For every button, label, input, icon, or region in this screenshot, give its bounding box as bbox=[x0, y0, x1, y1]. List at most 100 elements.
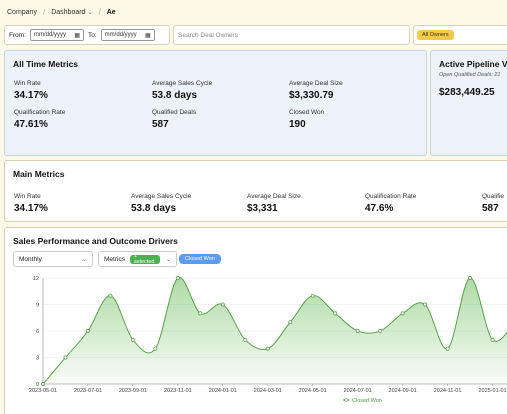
data-point[interactable] bbox=[355, 329, 360, 333]
main-metric-win-rate: Win Rate 34.17% bbox=[14, 193, 48, 214]
data-point[interactable] bbox=[490, 337, 495, 342]
from-date-input[interactable]: mm/dd/yyyy ▦ bbox=[29, 29, 84, 41]
main-metrics-title: Main Metrics bbox=[13, 169, 65, 179]
y-tick-label: 9 bbox=[36, 303, 39, 309]
breadcrumb: Company / Dashboard ⌄ / Ae bbox=[7, 6, 116, 18]
active-metric-chip[interactable]: Closed Won bbox=[179, 254, 221, 264]
data-point[interactable] bbox=[468, 276, 472, 280]
data-point[interactable] bbox=[445, 346, 450, 351]
x-tick-label: 2024-11-01 bbox=[434, 388, 462, 394]
closed-won-area bbox=[43, 277, 507, 384]
all-owners-badge[interactable]: All Owners bbox=[417, 30, 454, 40]
closed-won-line bbox=[42, 277, 507, 385]
metric-average-sales-cycle: Average Sales Cycle 53.8 days bbox=[152, 80, 212, 101]
breadcrumb-separator: / bbox=[42, 7, 46, 17]
metric-value: 587 bbox=[152, 119, 169, 130]
from-date-placeholder: mm/dd/yyyy bbox=[33, 32, 66, 38]
data-point[interactable] bbox=[310, 293, 315, 298]
metric-label: Average Deal Size bbox=[247, 193, 301, 200]
active-pipeline-card: Active Pipeline Val Open Qualified Deals… bbox=[430, 50, 507, 156]
metric-closed-won: Closed Won 190 bbox=[289, 109, 324, 130]
calendar-icon[interactable]: ▦ bbox=[144, 32, 151, 39]
metric-value: 34.17% bbox=[14, 203, 48, 214]
metric-value: 47.61% bbox=[14, 119, 48, 130]
data-point[interactable] bbox=[333, 311, 338, 316]
main-metrics-card: Main Metrics Win Rate 34.17% Average Sal… bbox=[4, 160, 507, 222]
metric-label: Average Sales Cycle bbox=[131, 193, 192, 200]
data-point[interactable] bbox=[423, 302, 428, 307]
active-pipeline-title: Active Pipeline Val bbox=[439, 59, 507, 69]
metric-qualification-rate: Qualification Rate 47.61% bbox=[14, 109, 65, 130]
metric-qualified-deals: Qualified Deals 587 bbox=[152, 109, 196, 130]
all-time-metrics-title: All Time Metrics bbox=[13, 59, 79, 69]
period-select[interactable]: Monthly ⌄ bbox=[13, 251, 93, 267]
search-deal-owners-input[interactable]: Search Deal Owners bbox=[173, 25, 410, 45]
metric-label: Qualification Rate bbox=[14, 109, 66, 116]
x-tick-label: 2024-05-01 bbox=[299, 388, 327, 394]
chevron-down-icon: ⌄ bbox=[81, 256, 87, 263]
x-tick-label: 2023-05-01 bbox=[29, 388, 57, 394]
chevron-down-icon: ⌄ bbox=[165, 256, 171, 263]
x-tick-label: 2024-09-01 bbox=[389, 388, 417, 394]
y-tick-label: 0 bbox=[36, 382, 39, 388]
metric-label: Qualification Rate bbox=[365, 193, 417, 200]
metric-value: 53.8 days bbox=[152, 90, 198, 101]
metric-label: Average Deal Size bbox=[289, 80, 343, 87]
data-point[interactable] bbox=[130, 337, 135, 342]
data-point[interactable] bbox=[175, 276, 180, 280]
active-pipeline-value: $283,449.25 bbox=[439, 87, 495, 98]
legend-label[interactable]: Closed Won bbox=[352, 398, 382, 404]
date-range-filter: From: mm/dd/yyyy ▦ To: mm/dd/yyyy ▦ bbox=[4, 25, 170, 45]
x-tick-label: 2024-07-01 bbox=[344, 388, 372, 394]
metric-value: 53.8 days bbox=[131, 203, 177, 214]
search-placeholder: Search Deal Owners bbox=[178, 31, 238, 39]
all-time-metrics-card: All Time Metrics Win Rate 34.17% Average… bbox=[4, 50, 427, 156]
metric-win-rate: Win Rate 34.17% bbox=[14, 80, 48, 101]
data-point[interactable] bbox=[400, 311, 405, 316]
x-tick-label: 2023-11-01 bbox=[164, 388, 192, 394]
sales-performance-title: Sales Performance and Outcome Drivers bbox=[13, 236, 178, 246]
x-tick-label: 2023-07-01 bbox=[74, 388, 102, 394]
main-metric-average-deal-size: Average Deal Size $3,331 bbox=[247, 193, 301, 214]
x-tick-label: 2023-09-01 bbox=[119, 388, 147, 394]
y-tick-label: 3 bbox=[36, 356, 39, 362]
sales-performance-card: Sales Performance and Outcome Drivers Mo… bbox=[4, 227, 507, 414]
data-point[interactable] bbox=[86, 329, 90, 333]
breadcrumb-separator: / bbox=[98, 7, 101, 17]
metric-value: 34.17% bbox=[14, 90, 48, 101]
metric-label: Closed Won bbox=[289, 109, 325, 116]
data-point[interactable] bbox=[243, 337, 248, 342]
to-date-placeholder: mm/dd/yyyy bbox=[104, 32, 137, 38]
calendar-icon[interactable]: ▦ bbox=[74, 32, 80, 39]
data-point[interactable] bbox=[265, 346, 270, 351]
main-metric-qualified-deals: Qualifie 587 bbox=[482, 193, 504, 214]
metrics-select[interactable]: Metrics 1 selected ⌄ bbox=[98, 251, 177, 267]
data-point[interactable] bbox=[288, 320, 293, 325]
metric-label: Qualified Deals bbox=[152, 109, 197, 116]
breadcrumb-company[interactable]: Company bbox=[7, 8, 37, 16]
metric-value: 587 bbox=[482, 203, 499, 214]
metric-label: Win Rate bbox=[14, 193, 41, 200]
data-point[interactable] bbox=[198, 311, 203, 316]
main-metric-average-sales-cycle: Average Sales Cycle 53.8 days bbox=[131, 193, 191, 214]
from-label: From: bbox=[9, 31, 26, 39]
x-tick-label: 2024-01-01 bbox=[209, 388, 237, 394]
owners-filter[interactable]: All Owners bbox=[413, 25, 507, 45]
metric-value: $3,331 bbox=[247, 203, 278, 214]
metric-value: 190 bbox=[289, 119, 306, 130]
data-point[interactable] bbox=[153, 346, 158, 351]
data-point[interactable] bbox=[378, 329, 383, 333]
metric-average-deal-size: Average Deal Size $3,330.79 bbox=[289, 80, 343, 101]
to-date-input[interactable]: mm/dd/yyyy ▦ bbox=[100, 29, 155, 41]
breadcrumb-dashboard[interactable]: Dashboard ⌄ bbox=[51, 9, 92, 16]
to-label: To: bbox=[87, 31, 97, 39]
chevron-down-icon[interactable]: ⌄ bbox=[87, 9, 93, 16]
breadcrumb-dashboard-label: Dashboard bbox=[51, 8, 86, 16]
x-tick-label: 2025-01-01 bbox=[478, 388, 506, 394]
breadcrumb-current: Ae bbox=[106, 8, 116, 16]
data-point[interactable] bbox=[220, 302, 225, 307]
legend-marker bbox=[344, 398, 348, 402]
data-point[interactable] bbox=[108, 293, 113, 298]
data-point[interactable] bbox=[63, 355, 68, 360]
open-qualified-deals-text: Open Qualified Deals: 21 bbox=[439, 72, 501, 78]
